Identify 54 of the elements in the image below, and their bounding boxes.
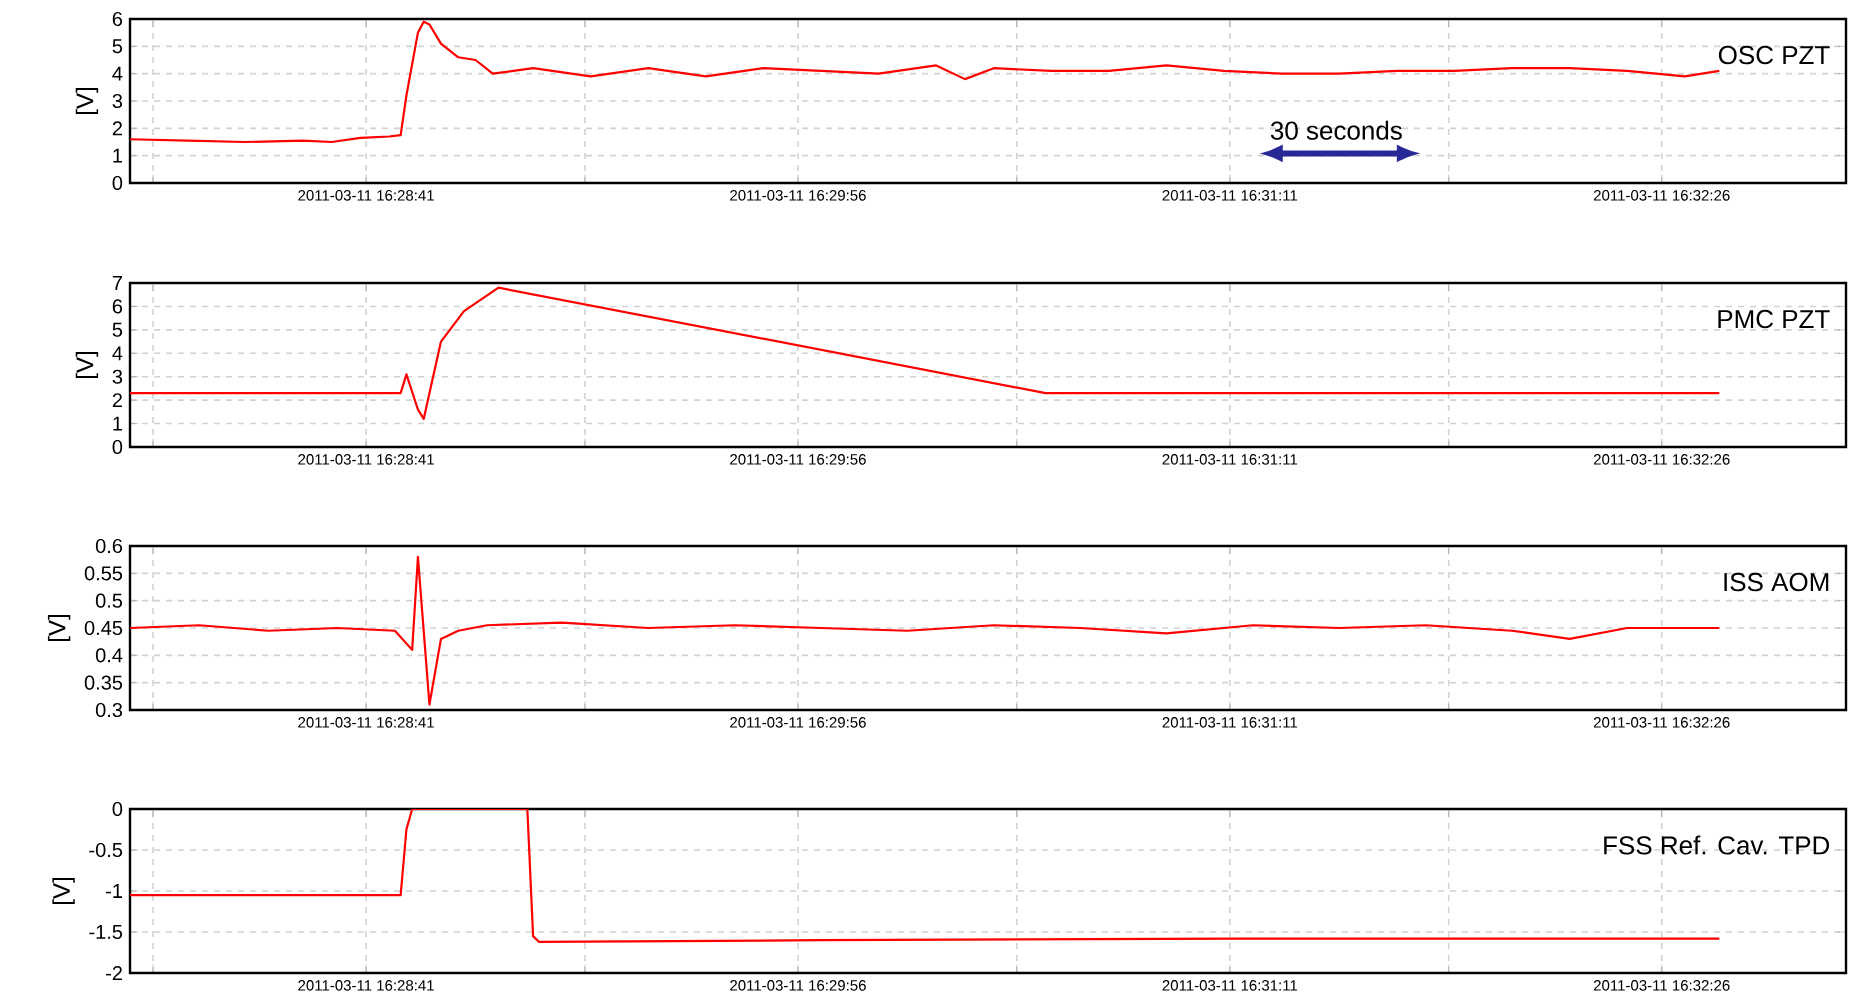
line-series [130,555,1721,706]
y-tick-label: -2 [106,966,122,980]
x-tick-label: 2011-03-11 16:32:26 [1593,190,1730,201]
x-tick-label: 2011-03-11 16:29:56 [730,454,866,465]
x-tick-label: 2011-03-11 16:31:11 [1162,190,1298,201]
y-tick-label: -0.5 [89,842,123,858]
y-tick-label: 5 [112,39,123,54]
y-tick-label: 0 [112,801,123,817]
x-tick-label: 2011-03-11 16:29:56 [730,980,866,991]
y-tick-label: 0.4 [95,648,123,663]
y-tick-label: 0.5 [95,593,123,608]
y-tick-label: 7 [112,276,122,290]
x-tick-label: 2011-03-11 16:29:56 [730,717,866,728]
y-tick-label: 1 [113,148,122,163]
annotation: OSC PZT [1718,45,1830,65]
y-axis-title: [V] [75,88,99,114]
y-axis-title: [V] [75,352,99,378]
y-tick-label: 0 [112,439,123,455]
x-tick-label: 2011-03-11 16:32:26 [1593,454,1730,465]
x-tick-label: 2011-03-11 16:31:11 [1162,717,1298,728]
y-tick-label: 6 [112,299,123,314]
y-tick-label: 1 [113,416,122,431]
y-tick-label: 4 [112,66,123,81]
y-axis-title: [V] [47,615,71,641]
x-tick-label: 2011-03-11 16:28:41 [298,190,434,201]
y-tick-label: 3 [112,369,123,384]
x-tick-label: 2011-03-11 16:32:26 [1593,717,1730,728]
annotation: ISS AOM [1724,572,1829,592]
x-tick-label: 2011-03-11 16:28:41 [298,454,434,465]
y-tick-label: 0.45 [84,620,123,636]
y-tick-label: -1.5 [89,925,123,939]
y-tick-label: 3 [112,93,123,109]
y-tick-label: 2 [112,393,122,408]
y-tick-label: 0.3 [95,702,123,718]
x-tick-label: 2011-03-11 16:31:11 [1162,454,1298,465]
x-tick-label: 2011-03-11 16:29:56 [730,190,866,201]
y-tick-label: 5 [112,322,123,337]
annotation: FSS Ref. Cav. TPD [1604,835,1830,855]
y-tick-label: -1 [106,884,122,898]
annotation: PMC PZT [1718,309,1830,329]
y-tick-label: 2 [112,121,122,136]
annotation: 30 seconds [1270,120,1402,140]
x-tick-label: 2011-03-11 16:28:41 [298,980,434,991]
y-tick-label: 0.6 [95,538,123,554]
x-tick-label: 2011-03-11 16:32:26 [1593,980,1730,991]
y-tick-label: 0.55 [84,566,123,581]
y-tick-label: 4 [112,346,123,361]
y-tick-label: 6 [112,11,123,27]
y-tick-label: 0.35 [84,675,123,690]
y-axis-title: [V] [52,878,75,904]
y-tick-label: 0 [112,175,123,191]
x-tick-label: 2011-03-11 16:28:41 [298,717,434,728]
line-series [130,20,1721,144]
x-tick-label: 2011-03-11 16:31:11 [1162,980,1298,991]
